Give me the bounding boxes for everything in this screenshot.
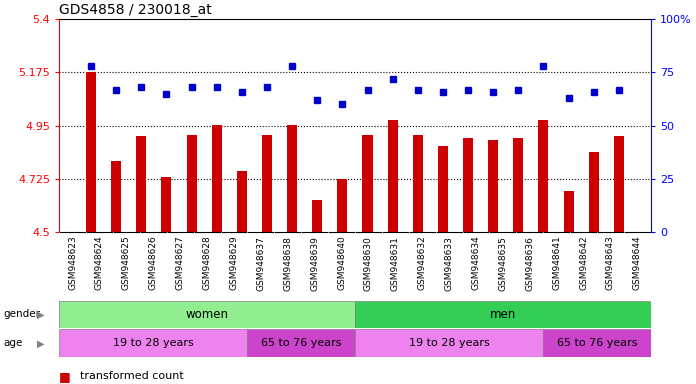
Text: gender: gender — [3, 310, 40, 319]
Text: GSM948636: GSM948636 — [525, 236, 535, 291]
Text: 65 to 76 years: 65 to 76 years — [557, 338, 638, 348]
Text: GSM948629: GSM948629 — [230, 236, 239, 290]
Text: GSM948643: GSM948643 — [606, 236, 615, 290]
Bar — [212, 124, 222, 232]
Text: GSM948623: GSM948623 — [68, 236, 77, 290]
Bar — [543, 329, 651, 357]
Bar — [363, 135, 372, 232]
Bar — [86, 73, 96, 232]
Text: GSM948639: GSM948639 — [310, 236, 319, 291]
Text: men: men — [490, 308, 516, 321]
Bar — [355, 301, 651, 328]
Bar — [111, 161, 121, 232]
Bar — [355, 329, 543, 357]
Text: transformed count: transformed count — [80, 371, 184, 381]
Bar — [313, 200, 322, 232]
Bar — [287, 124, 297, 232]
Bar — [463, 137, 473, 232]
Text: GDS4858 / 230018_at: GDS4858 / 230018_at — [59, 3, 212, 17]
Bar — [413, 135, 422, 232]
Text: ■: ■ — [59, 370, 71, 383]
Bar — [237, 171, 247, 232]
Bar — [539, 120, 548, 232]
Text: GSM948625: GSM948625 — [122, 236, 131, 290]
Text: GSM948627: GSM948627 — [175, 236, 184, 290]
Text: 19 to 28 years: 19 to 28 years — [113, 338, 193, 348]
Bar — [589, 152, 599, 232]
Text: GSM948633: GSM948633 — [445, 236, 454, 291]
Bar — [161, 177, 171, 232]
Text: GSM948630: GSM948630 — [364, 236, 373, 291]
Bar — [136, 136, 146, 232]
Text: GSM948640: GSM948640 — [337, 236, 346, 290]
Bar — [247, 329, 355, 357]
Text: GSM948634: GSM948634 — [471, 236, 480, 290]
Bar — [187, 135, 197, 232]
Text: ▶: ▶ — [37, 338, 44, 348]
Text: GSM948641: GSM948641 — [552, 236, 561, 290]
Text: GSM948626: GSM948626 — [149, 236, 158, 290]
Text: ▶: ▶ — [37, 310, 44, 319]
Text: GSM948632: GSM948632 — [418, 236, 427, 290]
Text: 19 to 28 years: 19 to 28 years — [409, 338, 489, 348]
Text: GSM948637: GSM948637 — [256, 236, 265, 291]
Text: GSM948644: GSM948644 — [633, 236, 642, 290]
Text: women: women — [186, 308, 228, 321]
Bar — [564, 191, 574, 232]
Bar — [338, 179, 347, 232]
Bar — [388, 120, 397, 232]
Bar — [262, 135, 272, 232]
Text: GSM948624: GSM948624 — [95, 236, 104, 290]
Bar — [488, 140, 498, 232]
Text: GSM948638: GSM948638 — [283, 236, 292, 291]
Text: GSM948642: GSM948642 — [579, 236, 588, 290]
Bar — [438, 146, 448, 232]
Text: GSM948628: GSM948628 — [203, 236, 212, 290]
Bar — [59, 301, 355, 328]
Text: 65 to 76 years: 65 to 76 years — [261, 338, 342, 348]
Text: GSM948635: GSM948635 — [498, 236, 507, 291]
Bar — [614, 136, 624, 232]
Text: GSM948631: GSM948631 — [390, 236, 400, 291]
Text: age: age — [3, 338, 23, 348]
Bar — [59, 329, 247, 357]
Bar — [513, 137, 523, 232]
